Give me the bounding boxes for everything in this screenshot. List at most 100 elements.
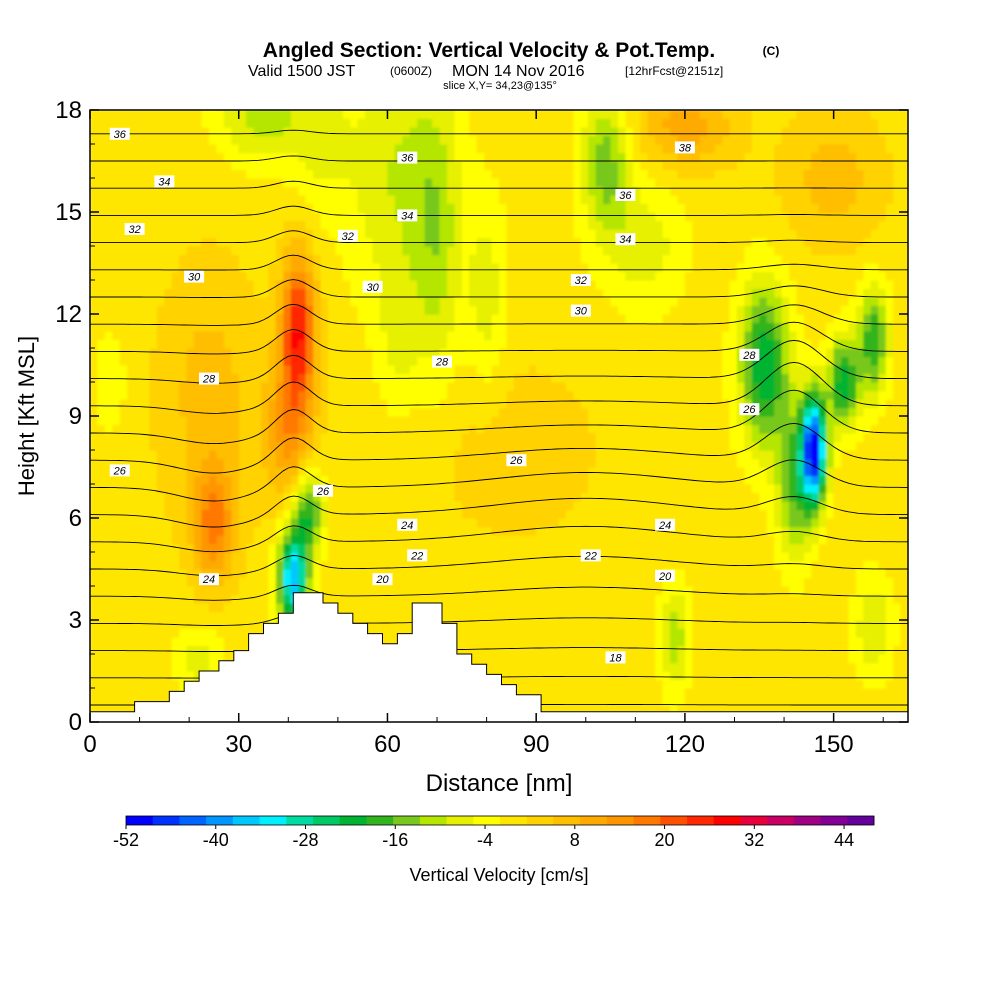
velocity-cell — [179, 637, 188, 647]
velocity-cell — [268, 280, 277, 290]
velocity-cell — [342, 246, 351, 256]
velocity-cell — [283, 220, 292, 230]
velocity-cell — [119, 603, 128, 613]
velocity-cell — [454, 416, 463, 426]
velocity-cell — [394, 407, 403, 417]
velocity-cell — [588, 322, 597, 332]
velocity-cell — [536, 526, 545, 536]
velocity-cell — [595, 254, 604, 264]
velocity-cell — [290, 280, 299, 290]
velocity-cell — [417, 212, 426, 222]
velocity-cell — [246, 314, 255, 324]
velocity-cell — [320, 543, 329, 553]
velocity-cell — [119, 203, 128, 213]
velocity-cell — [298, 288, 307, 298]
velocity-cell — [90, 152, 99, 162]
velocity-cell — [528, 212, 537, 222]
velocity-cell — [469, 229, 478, 239]
velocity-cell — [119, 535, 128, 545]
velocity-cell — [588, 246, 597, 256]
velocity-cell — [320, 161, 329, 171]
velocity-cell — [394, 424, 403, 434]
velocity-cell — [327, 237, 336, 247]
velocity-cell — [365, 339, 374, 349]
velocity-cell — [164, 382, 173, 392]
velocity-cell — [268, 518, 277, 528]
velocity-cell — [499, 271, 508, 281]
velocity-cell — [595, 577, 604, 587]
velocity-cell — [149, 501, 158, 511]
velocity-cell — [409, 280, 418, 290]
velocity-cell — [446, 305, 455, 315]
velocity-cell — [521, 416, 530, 426]
velocity-cell — [223, 628, 232, 638]
velocity-cell — [142, 416, 151, 426]
velocity-cell — [149, 373, 158, 383]
velocity-cell — [521, 365, 530, 375]
velocity-cell — [491, 254, 500, 264]
velocity-cell — [134, 637, 143, 647]
velocity-cell — [417, 577, 426, 587]
velocity-cell — [201, 620, 210, 630]
velocity-cell — [305, 339, 314, 349]
velocity-cell — [365, 237, 374, 247]
velocity-cell — [320, 339, 329, 349]
velocity-cell — [342, 441, 351, 451]
velocity-cell — [417, 492, 426, 502]
velocity-cell — [119, 518, 128, 528]
velocity-cell — [499, 424, 508, 434]
velocity-cell — [186, 246, 195, 256]
velocity-cell — [365, 203, 374, 213]
velocity-cell — [469, 356, 478, 366]
velocity-cell — [149, 195, 158, 205]
velocity-cell — [446, 390, 455, 400]
velocity-cell — [327, 297, 336, 307]
velocity-cell — [238, 246, 247, 256]
velocity-cell — [484, 161, 493, 171]
velocity-cell — [201, 458, 210, 468]
velocity-cell — [417, 144, 426, 154]
velocity-cell — [97, 382, 106, 392]
velocity-cell — [149, 526, 158, 536]
velocity-cell — [595, 688, 604, 698]
velocity-cell — [387, 594, 396, 604]
velocity-cell — [454, 560, 463, 570]
velocity-cell — [216, 118, 225, 128]
velocity-cell — [186, 297, 195, 307]
velocity-cell — [127, 280, 136, 290]
velocity-cell — [238, 441, 247, 451]
velocity-cell — [551, 509, 560, 519]
velocity-cell — [454, 297, 463, 307]
velocity-cell — [313, 450, 322, 460]
velocity-cell — [231, 161, 240, 171]
velocity-cell — [506, 297, 515, 307]
velocity-cell — [194, 628, 203, 638]
velocity-cell — [112, 679, 121, 689]
velocity-cell — [387, 416, 396, 426]
velocity-cell — [513, 118, 522, 128]
velocity-cell — [313, 212, 322, 222]
velocity-cell — [506, 144, 515, 154]
velocity-cell — [439, 118, 448, 128]
velocity-cell — [201, 433, 210, 443]
velocity-cell — [216, 297, 225, 307]
velocity-cell — [171, 577, 180, 587]
velocity-cell — [342, 501, 351, 511]
velocity-cell — [290, 526, 299, 536]
velocity-cell — [246, 339, 255, 349]
velocity-cell — [216, 322, 225, 332]
velocity-cell — [446, 433, 455, 443]
velocity-cell — [112, 416, 121, 426]
velocity-cell — [543, 314, 552, 324]
velocity-cell — [268, 407, 277, 417]
velocity-cell — [342, 186, 351, 196]
velocity-cell — [565, 365, 574, 375]
velocity-cell — [454, 475, 463, 485]
velocity-cell — [104, 603, 113, 613]
velocity-cell — [112, 144, 121, 154]
velocity-cell — [543, 441, 552, 451]
velocity-cell — [179, 382, 188, 392]
velocity-cell — [342, 280, 351, 290]
velocity-cell — [127, 535, 136, 545]
velocity-cell — [335, 526, 344, 536]
